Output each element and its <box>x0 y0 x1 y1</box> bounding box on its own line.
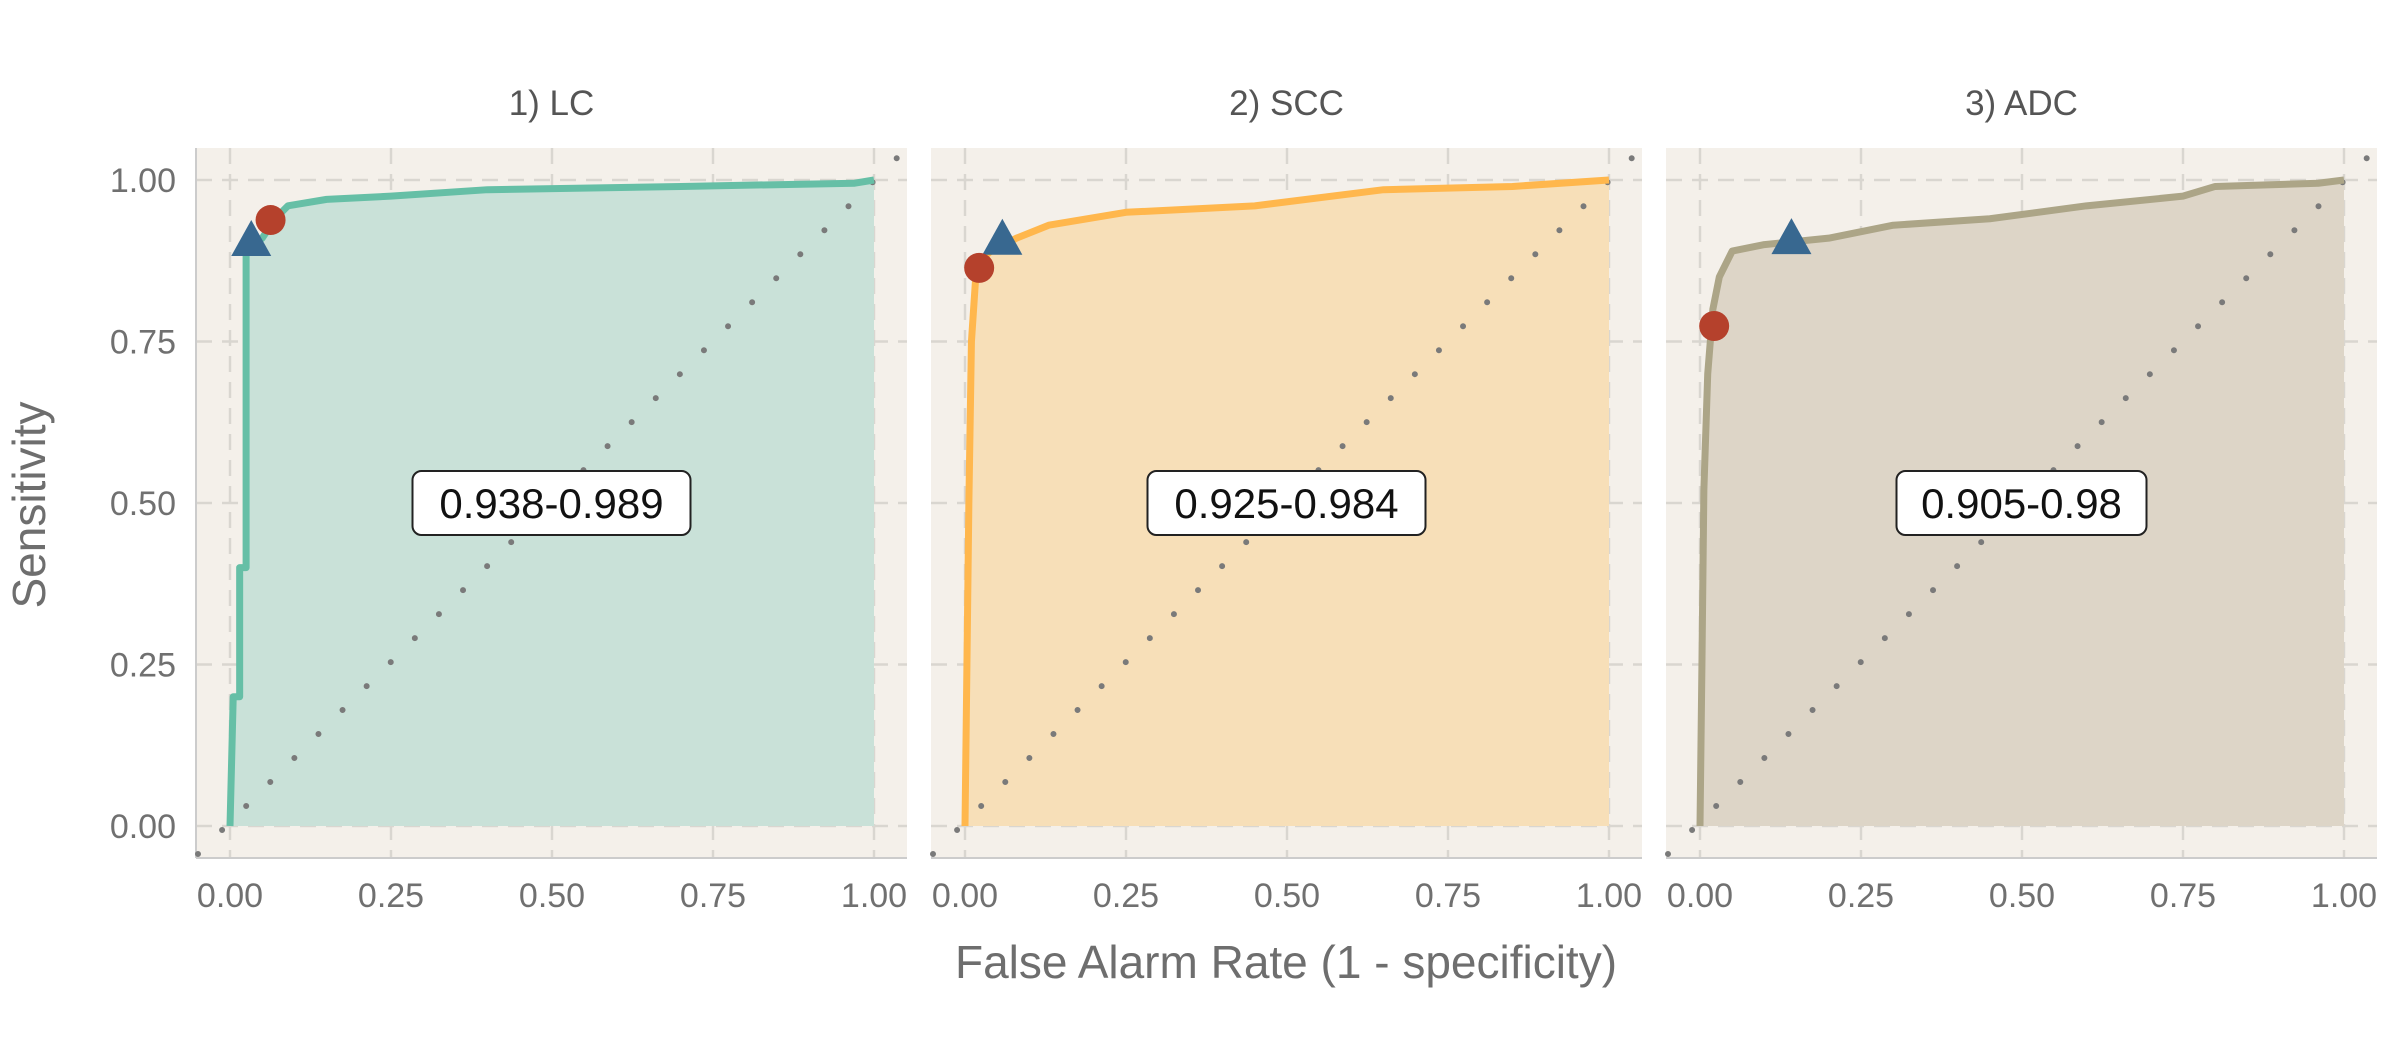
y-tick-label: 1.00 <box>110 162 176 200</box>
y-tick-label: 0.50 <box>110 485 176 523</box>
x-tick-label: 0.75 <box>1415 877 1481 915</box>
circle-marker <box>964 252 995 283</box>
facet-panel-2: 2) SCC 0.925-0.984 0.00 0.25 0.50 0.75 1.00 <box>930 84 1643 915</box>
facet-panel-3: 3) ADC 0.905-0.98 0.00 0.25 0.50 0.75 1.00 <box>1665 84 2378 915</box>
y-tick-label: 0.25 <box>110 647 176 685</box>
facet-title: 1) LC <box>509 84 595 123</box>
facet-panel-1: 1) LC 0.938-0.989 0.00 0.25 0.50 0.75 1.00 0.00… <box>110 84 908 915</box>
x-tick-label: 0.00 <box>1667 877 1733 915</box>
auc-label-box <box>411 470 692 536</box>
x-axis-title: False Alarm Rate (1 - specificity) <box>955 936 1617 988</box>
y-tick-label: 0.00 <box>110 808 176 846</box>
x-tick-label: 0.25 <box>358 877 424 915</box>
x-tick-label: 0.50 <box>1989 877 2055 915</box>
x-tick-label: 0.50 <box>1254 877 1320 915</box>
y-tick-label: 0.75 <box>110 324 176 362</box>
x-tick-label: 0.75 <box>680 877 746 915</box>
facet-title: 3) ADC <box>1965 84 2078 123</box>
auc-label: 0.925-0.984 <box>1174 480 1398 527</box>
auc-label: 0.905-0.98 <box>1921 480 2122 527</box>
x-tick-label: 0.00 <box>197 877 263 915</box>
auc-label-box <box>1146 470 1427 536</box>
x-tick-label: 0.00 <box>932 877 998 915</box>
triangle-marker <box>1771 218 1812 255</box>
circle-marker <box>255 205 286 236</box>
x-tick-label: 0.50 <box>519 877 585 915</box>
auc-label: 0.938-0.989 <box>439 480 663 527</box>
x-tick-label: 0.25 <box>1828 877 1894 915</box>
facet-panels: 1) LC 0.938-0.989 0.00 0.25 0.50 0.75 1.00 0.00… <box>110 84 2378 915</box>
auc-label-box <box>1895 470 2148 536</box>
x-tick-label: 0.75 <box>2150 877 2216 915</box>
x-tick-label: 1.00 <box>1576 877 1642 915</box>
y-axis-title: Sensitivity <box>3 401 55 608</box>
x-tick-label: 1.00 <box>841 877 907 915</box>
circle-marker <box>1699 310 1730 341</box>
triangle-marker <box>982 218 1023 255</box>
facet-title: 2) SCC <box>1229 84 1344 123</box>
triangle-marker <box>231 220 272 257</box>
roc-curve-line <box>961 176 1610 827</box>
x-tick-label: 0.25 <box>1093 877 1159 915</box>
x-tick-label: 1.00 <box>2311 877 2377 915</box>
